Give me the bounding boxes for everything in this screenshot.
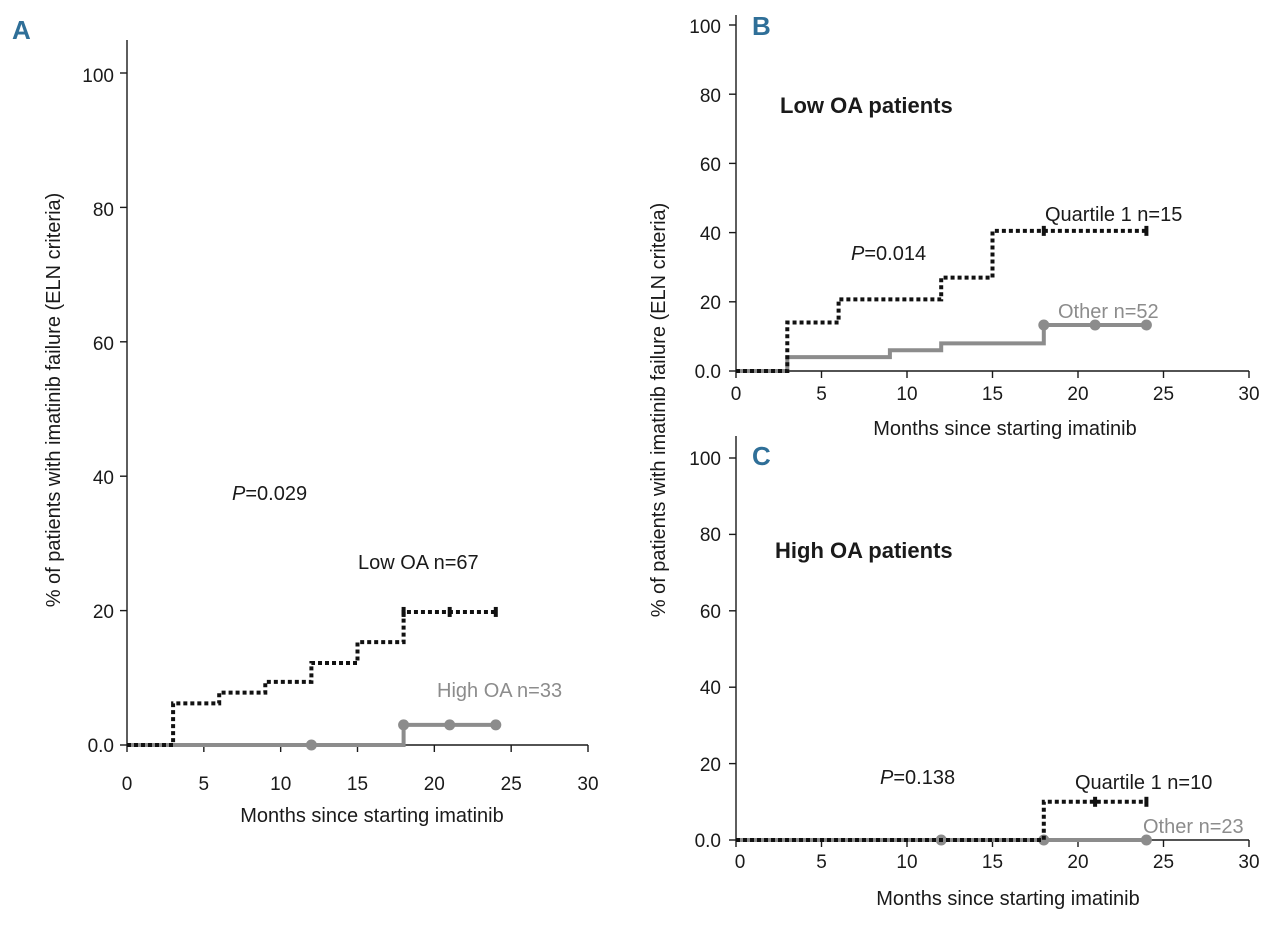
panel-c-ytick-label: 60 (700, 602, 721, 623)
panel-c-ytick-label: 80 (700, 525, 721, 546)
panel-b-ytick-label: 40 (700, 224, 721, 245)
panel-b-p-value: P=0.014 (851, 243, 926, 265)
panel-b-x-ticks: 0 5 10 15 20 25 30 (731, 384, 1260, 405)
panel-c-xtick-label: 5 (816, 852, 827, 873)
panel-b-letter: B (752, 11, 771, 41)
panel-b-curves (729, 24, 1250, 378)
panel-a: A 0.0 20 40 60 80 100 0 5 10 15 20 25 30… (12, 15, 599, 827)
panel-b-xtick-label: 25 (1153, 384, 1174, 405)
p-symbol: P (880, 767, 894, 789)
panel-b-censor-mark (1140, 319, 1152, 331)
panel-c-ytick-label: 20 (700, 755, 721, 776)
panel-a-ytick-label: 60 (93, 334, 114, 355)
panel-b-ytick-label: 0.0 (695, 362, 721, 383)
panel-c-series-label-other: Other n=23 (1143, 816, 1244, 838)
panel-c-ytick-label: 0.0 (695, 831, 721, 852)
panel-b-xtick-label: 10 (896, 384, 917, 405)
panel-c-censor-mark (1140, 834, 1152, 846)
panel-b-ytick-label: 60 (700, 155, 721, 176)
panel-c-y-ticks: 0.0 20 40 60 80 100 (689, 449, 721, 852)
panel-a-xtick-label: 30 (577, 774, 598, 795)
p-symbol: P (232, 483, 246, 505)
panel-c-curves (729, 457, 1250, 847)
panel-b-censor-mark (1038, 319, 1050, 331)
panel-a-x-ticks: 0 5 10 15 20 25 30 (122, 774, 599, 795)
panel-b: B 0.0 20 40 60 80 100 0 5 10 15 20 25 30… (689, 11, 1259, 440)
panel-a-ytick-label: 20 (93, 602, 114, 623)
panel-a-xtick-label: 5 (199, 774, 210, 795)
panel-b-xtick-label: 30 (1238, 384, 1259, 405)
panel-a-ytick-label: 40 (93, 468, 114, 489)
p-value-text: =0.014 (864, 243, 926, 265)
panel-bc-y-axis-title: % of patients with imatinib failure (ELN… (648, 203, 670, 618)
p-value-text: =0.138 (893, 767, 955, 789)
panel-c-x-ticks: 0 5 10 15 20 25 30 (735, 852, 1260, 873)
panel-c-censor-mark (1038, 834, 1050, 846)
panel-c-ytick-label: 100 (689, 449, 721, 470)
panel-c-xtick-label: 10 (896, 852, 917, 873)
panel-a-ytick-label: 0.0 (88, 736, 114, 757)
panel-c-subtitle: High OA patients (775, 538, 953, 563)
panel-b-subtitle: Low OA patients (780, 93, 953, 118)
panel-c-ytick-label: 40 (700, 678, 721, 699)
panel-a-series-label-high-oa: High OA n=33 (437, 680, 562, 702)
panel-c-series-label-quartile1: Quartile 1 n=10 (1075, 772, 1212, 794)
p-value-text: =0.029 (245, 483, 307, 505)
panel-b-series-label-other: Other n=52 (1058, 301, 1159, 323)
panel-c-curve-0 (736, 799, 1147, 842)
panel-b-x-axis-title: Months since starting imatinib (873, 418, 1136, 440)
panel-a-curves (120, 72, 589, 752)
panel-a-letter: A (12, 15, 31, 45)
panel-b-xtick-label: 15 (982, 384, 1003, 405)
panel-a-censor-mark (444, 719, 456, 731)
panel-a-xtick-label: 15 (347, 774, 368, 795)
panel-b-curve-1 (736, 322, 1147, 373)
panel-b-ytick-label: 100 (689, 17, 721, 38)
panel-c-xtick-label: 25 (1153, 852, 1174, 873)
panel-a-censor-mark (398, 719, 410, 731)
panel-c-xtick-label: 20 (1067, 852, 1088, 873)
panel-a-censor-mark (490, 719, 502, 731)
panel-a-y-axis-title: % of patients with imatinib failure (ELN… (43, 193, 65, 608)
panel-a-censor-mark (305, 739, 317, 751)
panel-c-letter: C (752, 441, 771, 471)
panel-a-ytick-label: 80 (93, 200, 114, 221)
panel-a-y-ticks: 0.0 20 40 60 80 100 (82, 66, 114, 757)
panel-a-x-axis-title: Months since starting imatinib (240, 805, 503, 827)
panel-a-xtick-label: 0 (122, 774, 133, 795)
panel-a-ytick-label: 100 (82, 66, 114, 87)
panel-b-curve-0 (736, 228, 1147, 373)
panel-b-y-ticks: 0.0 20 40 60 80 100 (689, 17, 721, 383)
panel-c-xtick-label: 30 (1238, 852, 1259, 873)
panel-b-xtick-label: 20 (1067, 384, 1088, 405)
panel-c-xtick-label: 15 (982, 852, 1003, 873)
panel-c-xtick-label: 0 (735, 852, 746, 873)
panel-c: C 0.0 20 40 60 80 100 0 5 10 15 20 25 30… (689, 436, 1260, 910)
p-symbol: P (851, 243, 865, 265)
panel-b-censor-mark (1089, 319, 1101, 331)
panel-a-series-label-low-oa: Low OA n=67 (358, 552, 479, 574)
panel-c-p-value: P=0.138 (880, 767, 955, 789)
panel-b-xtick-label: 0 (731, 384, 742, 405)
panel-a-curve-0 (127, 609, 496, 747)
panel-a-xtick-label: 25 (501, 774, 522, 795)
panel-b-ytick-label: 20 (700, 293, 721, 314)
panel-a-p-value: P=0.029 (232, 483, 307, 505)
panel-a-xtick-label: 10 (270, 774, 291, 795)
panel-b-ytick-label: 80 (700, 86, 721, 107)
panel-b-series-label-quartile1: Quartile 1 n=15 (1045, 204, 1182, 226)
panel-a-xtick-label: 20 (424, 774, 445, 795)
panel-b-xtick-label: 5 (816, 384, 827, 405)
panel-c-x-axis-title: Months since starting imatinib (876, 888, 1139, 910)
